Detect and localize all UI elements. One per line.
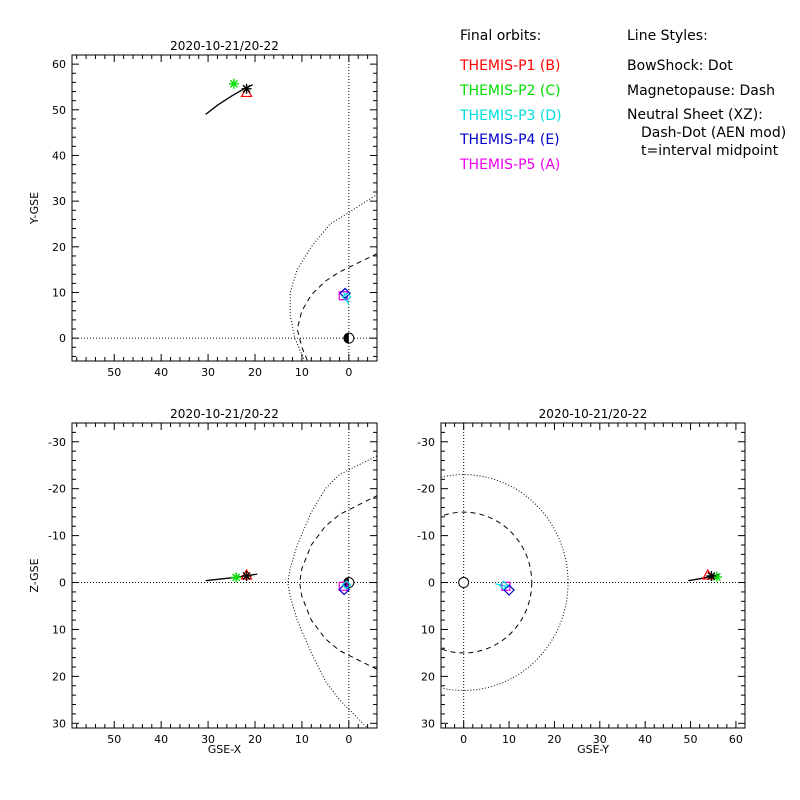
y-tick-label-yz: 20 [421, 670, 435, 683]
axes-frame-yz [440, 422, 746, 729]
x-tick-label-xz: 40 [154, 733, 168, 746]
y-tick-label-xz: -30 [48, 436, 66, 449]
x-tick-label-yz: 40 [638, 733, 652, 746]
legend-orbits-title: Final orbits: [460, 28, 541, 44]
x-tick-label-xy: 10 [295, 366, 309, 379]
magnetopause-curve-xz [299, 495, 377, 670]
y-tick-label-yz: -10 [417, 530, 435, 543]
x-tick-label-xy: 0 [345, 366, 352, 379]
x-tick-label-yz: 60 [729, 733, 743, 746]
axes-frame-xy [71, 54, 378, 362]
x-tick-label-xz: 50 [107, 733, 121, 746]
earth-night-side-xy [343, 333, 349, 344]
y-tick-label-xz: 10 [52, 623, 66, 636]
y-tick-label-xy: 40 [52, 149, 66, 162]
x-tick-label-xz: 20 [248, 733, 262, 746]
panel-title-xy: 2020-10-21/20-22 [170, 39, 279, 53]
bowshock-curve-xy [289, 193, 377, 361]
y-tick-label-yz: 0 [428, 577, 435, 590]
marker-xz-1-p2-star [231, 572, 242, 583]
panel-yz: 0 10 20 30 40 50 60 30 20 10 0 -10 -20 -30 2020-10-21/… [417, 407, 746, 756]
marker-yz-1-p2-star [711, 571, 722, 582]
legend-orbit-p5: THEMIS-P5 (A) [459, 157, 560, 173]
x-tick-label-yz: 10 [502, 733, 516, 746]
x-tick-label-yz: 0 [460, 733, 467, 746]
x-axis-label-xz: GSE-X [208, 743, 242, 756]
earth-yz [458, 577, 470, 589]
magnetopause-circle-yz [441, 511, 533, 654]
y-tick-label-yz: -30 [417, 436, 435, 449]
plot-area-yz [441, 423, 745, 728]
plots-group: 50 40 30 20 10 0 0 10 20 30 40 50 60 2020-10-21/20-22… [28, 39, 746, 756]
y-tick-label-xz: 30 [52, 717, 66, 730]
y-tick-label-yz: -20 [417, 483, 435, 496]
panel-title-yz: 2020-10-21/20-22 [539, 407, 648, 421]
x-axis-label-yz: GSE-Y [577, 743, 609, 756]
legend-style-bowshock: BowShock: Dot [627, 58, 733, 74]
panel-xz: 50 40 30 20 10 0 30 20 10 0 -10 -20 -30 2020-10-21/20… [28, 407, 378, 756]
bowshock-curve-xz [287, 455, 377, 728]
y-tick-label-xz: 20 [52, 670, 66, 683]
legend: Final orbits: THEMIS-P1 (B) THEMIS-P2 (C… [459, 28, 786, 173]
marker-xy-4-p4-diamond [339, 287, 351, 300]
x-tick-label-xz: 0 [345, 733, 352, 746]
x-tick-label-xy: 30 [201, 366, 215, 379]
axes-frame-xz [71, 422, 378, 729]
y-tick-label-yz: 10 [421, 623, 435, 636]
y-tick-label-xy: 50 [52, 104, 66, 117]
legend-style-magnetopause: Magnetopause: Dash [627, 83, 775, 99]
legend-orbit-p4: THEMIS-P4 (E) [459, 132, 560, 148]
panel-xy: 50 40 30 20 10 0 0 10 20 30 40 50 60 2020-10-21/20-22… [28, 39, 378, 379]
x-tick-label-yz: 50 [684, 733, 698, 746]
y-tick-label-yz: 30 [421, 717, 435, 730]
y-tick-label-xy: 20 [52, 241, 66, 254]
marker-xz-3-p5-square [338, 581, 348, 591]
marker-yz-5-p3-diamond [498, 580, 509, 591]
legend-orbit-p2: THEMIS-P2 (C) [459, 83, 561, 99]
magnetopause-curve-xy [296, 253, 377, 361]
x-tick-label-xz: 30 [201, 733, 215, 746]
marker-xz-5-p3-diamond [341, 580, 352, 590]
legend-style-midpoint: t=interval midpoint [641, 143, 779, 159]
x-tick-label-yz: 20 [547, 733, 561, 746]
y-tick-label-xy: 60 [52, 58, 66, 71]
y-tick-label-xz: 0 [59, 577, 66, 590]
marker-xy-5-p3-diamond [341, 292, 352, 302]
legend-style-dash-dot: Dash-Dot (AEN mod) [641, 125, 786, 141]
y-axis-label-xz: Z-GSE [28, 558, 41, 592]
y-tick-label-xy: 30 [52, 195, 66, 208]
marker-yz-4-p4-diamond [503, 584, 515, 596]
x-tick-label-xz: 10 [295, 733, 309, 746]
marker-yz-2-midpoint-star [706, 570, 717, 581]
legend-orbit-p3: THEMIS-P3 (D) [459, 108, 562, 124]
marker-xz-2-midpoint-star [241, 570, 252, 581]
y-tick-label-xy: 10 [52, 286, 66, 299]
legend-orbit-p1: THEMIS-P1 (B) [459, 58, 560, 74]
y-axis-label-xy: Y-GSE [28, 192, 41, 225]
marker-xy-2-midpoint-star [241, 83, 252, 94]
x-tick-label-xy: 50 [107, 366, 121, 379]
x-tick-label-xy: 20 [248, 366, 262, 379]
plot-area-xy [72, 55, 377, 361]
x-tick-label-xy: 40 [154, 366, 168, 379]
legend-styles-title: Line Styles: [627, 28, 708, 44]
marker-xy-1-p2-star [228, 78, 239, 89]
panel-title-xz: 2020-10-21/20-22 [170, 407, 279, 421]
y-tick-label-xy: 0 [59, 332, 66, 345]
bowshock-circle-yz [441, 474, 569, 691]
x-tick-label-yz: 30 [593, 733, 607, 746]
y-tick-label-xz: -10 [48, 530, 66, 543]
plot-area-xz [72, 423, 377, 728]
legend-style-neutral-sheet: Neutral Sheet (XZ): [627, 107, 763, 123]
y-tick-label-xz: -20 [48, 483, 66, 496]
